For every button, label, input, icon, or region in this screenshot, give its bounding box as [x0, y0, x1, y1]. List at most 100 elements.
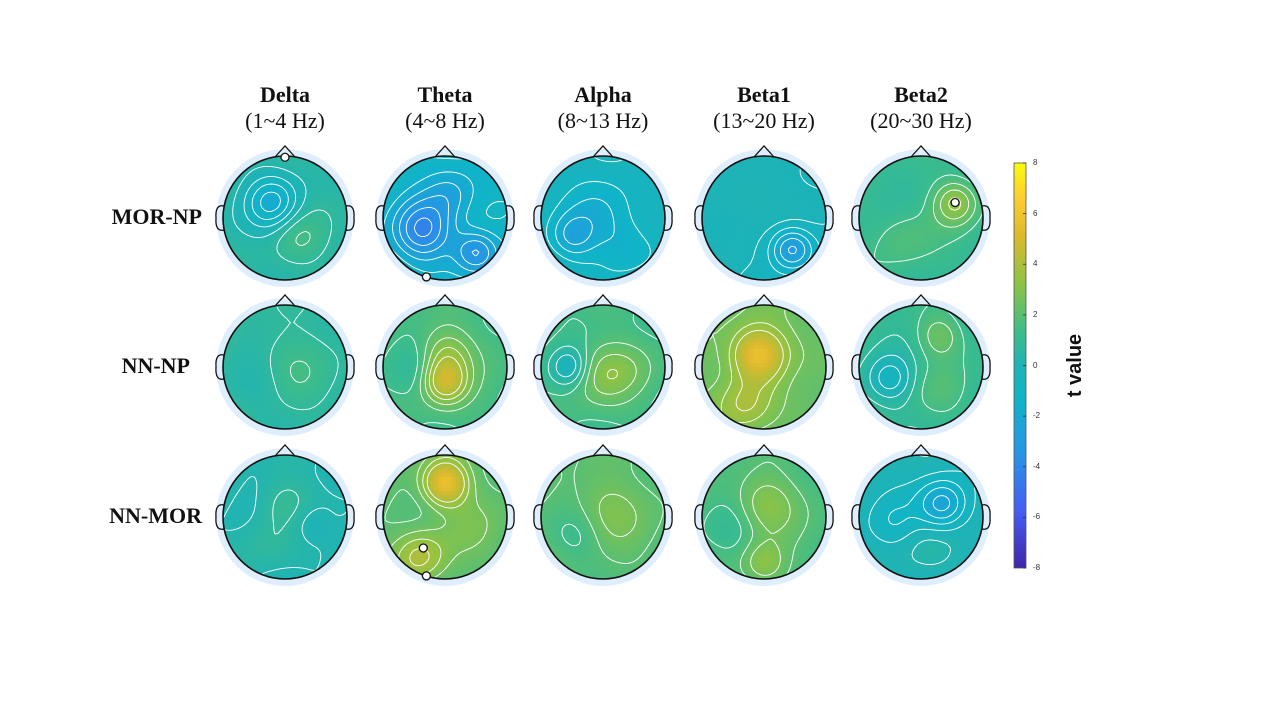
topomap [851, 444, 991, 586]
topomap [375, 294, 515, 436]
head-outline [540, 454, 666, 580]
nose [274, 145, 296, 158]
topomap [694, 294, 834, 436]
nose [910, 444, 932, 457]
topomap [694, 145, 834, 287]
head-outline [858, 304, 984, 430]
nose [592, 145, 614, 158]
left-ear [375, 205, 385, 231]
right-ear [345, 504, 355, 530]
significant-electrode-marker [280, 152, 290, 162]
topomap-contours [702, 305, 805, 429]
right-ear [345, 354, 355, 380]
topomap-contours [703, 455, 826, 579]
topomap [851, 294, 991, 436]
right-ear [824, 354, 834, 380]
band-name: Beta1 [737, 82, 791, 107]
topomap-contours [383, 305, 507, 429]
head-outline [858, 155, 984, 281]
row-label-mor-np: MOR-NP [111, 204, 202, 229]
significant-electrode-marker [421, 571, 432, 581]
colorbar-tick: 8 [1033, 158, 1038, 167]
right-ear [663, 354, 673, 380]
head-outline [382, 155, 508, 281]
head-outline [858, 454, 984, 580]
head-outline [222, 304, 348, 430]
topomap-heat [383, 305, 507, 429]
left-ear [694, 354, 704, 380]
topomap-heat [859, 156, 983, 280]
topomap-contours [732, 156, 826, 280]
right-ear [981, 205, 991, 231]
topomap [533, 444, 673, 586]
band-name: Delta [259, 82, 311, 107]
right-ear [981, 354, 991, 380]
nose [434, 444, 456, 457]
topomap [375, 145, 515, 287]
nose [910, 145, 932, 158]
nose [753, 145, 775, 158]
band-name: Alpha [574, 82, 632, 107]
colorbar-tick: 0 [1033, 360, 1038, 370]
right-ear [663, 504, 673, 530]
left-ear [533, 205, 543, 231]
left-ear [375, 354, 385, 380]
nose [753, 294, 775, 307]
right-ear [824, 205, 834, 231]
band-range: (13~20 Hz) [713, 108, 815, 133]
left-ear [533, 504, 543, 530]
band-range: (8~13 Hz) [557, 108, 649, 133]
row-label-nn-np: NN-NP [121, 353, 190, 378]
head-outline [701, 155, 827, 281]
band-title-alpha: Alpha (8~13 Hz) [533, 82, 673, 134]
colorbar-tick: 6 [1033, 208, 1038, 218]
head-outline [701, 454, 827, 580]
topomap [375, 444, 515, 586]
colorbar-tick: -4 [1033, 461, 1041, 471]
colorbar-tick: 4 [1033, 259, 1038, 269]
right-ear [505, 504, 515, 530]
right-ear [981, 504, 991, 530]
left-ear [215, 205, 225, 231]
head-outline [222, 454, 348, 580]
left-ear [851, 354, 861, 380]
colorbar-tick: 2 [1033, 309, 1038, 319]
topomap [215, 145, 355, 287]
right-ear [824, 504, 834, 530]
band-name: Theta [417, 82, 473, 107]
topomap [851, 145, 991, 287]
head-outline [382, 454, 508, 580]
right-ear [345, 205, 355, 231]
nose [274, 294, 296, 307]
left-ear [694, 504, 704, 530]
left-ear [375, 504, 385, 530]
head-outline [540, 304, 666, 430]
nose [753, 444, 775, 457]
left-ear [533, 354, 543, 380]
band-title-beta2: Beta2 (20~30 Hz) [851, 82, 991, 134]
topomap [694, 444, 834, 586]
topomap [533, 145, 673, 287]
left-ear [694, 205, 704, 231]
significant-electrode-marker [421, 272, 432, 282]
head-outline [540, 155, 666, 281]
right-ear [505, 354, 515, 380]
head-outline [701, 304, 827, 430]
colorbar-tick: -8 [1033, 563, 1041, 572]
colorbar-tick: -2 [1033, 411, 1041, 421]
topomap-heat [383, 455, 507, 579]
significant-electrode-marker [418, 543, 428, 553]
nose [592, 294, 614, 307]
band-name: Beta2 [894, 82, 948, 107]
nose [274, 444, 296, 457]
left-ear [851, 504, 861, 530]
left-ear [215, 504, 225, 530]
band-range: (1~4 Hz) [245, 108, 325, 133]
nose [592, 444, 614, 457]
row-label-nn-mor: NN-MOR [109, 503, 202, 528]
topomap [215, 444, 355, 586]
nose [434, 294, 456, 307]
nose [434, 145, 456, 158]
colorbar-tick: -6 [1033, 512, 1041, 522]
